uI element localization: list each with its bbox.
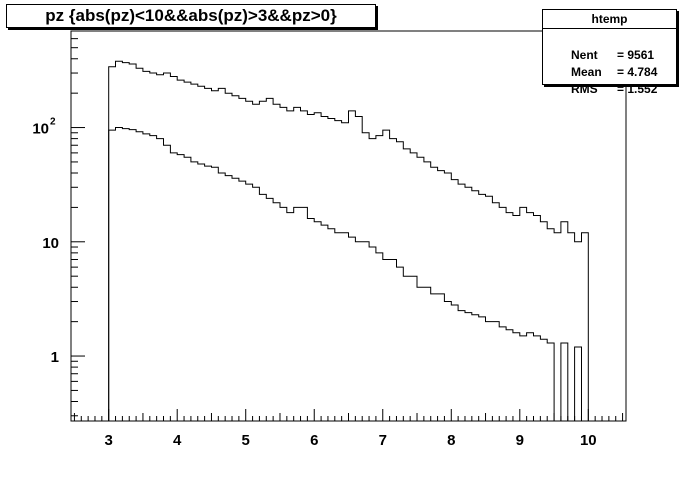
plot-title: pz {abs(pz)<10&&abs(pz)>3&&pz>0} [45, 6, 337, 25]
histogram-series-1 [108, 60, 589, 421]
x-tick-label: 8 [447, 432, 455, 449]
stat-row-rms: RMS = 1.552 [571, 82, 658, 96]
y-tick-label-exponent: 2 [50, 117, 56, 128]
stats-box: htemp Nent = 9561 Mean = 4.784 RMS = 1.552 [542, 9, 677, 96]
x-tick-label: 5 [242, 432, 250, 449]
x-tick-label: 4 [173, 432, 182, 449]
x-tick-label: 10 [580, 432, 597, 449]
y-tick-label: 10 [42, 235, 59, 252]
stat-label-nent: Nent [571, 48, 598, 62]
plot-frame [70, 30, 627, 422]
x-tick-label: 7 [379, 432, 387, 449]
histogram-series-2 [108, 127, 589, 422]
x-tick-label: 3 [105, 432, 113, 449]
stat-label-rms: RMS [571, 82, 598, 96]
x-tick-label: 6 [310, 432, 318, 449]
y-tick-label: 10 [32, 121, 49, 138]
x-tick-label: 9 [516, 432, 524, 449]
stat-value-nent: 9561 [627, 48, 655, 62]
series-layer [108, 60, 589, 422]
stat-label-mean: Mean [571, 65, 602, 79]
stat-value-rms: 1.552 [627, 82, 658, 96]
plot-title-box: pz {abs(pz)<10&&abs(pz)>3&&pz>0} [6, 4, 376, 28]
stats-name: htemp [543, 10, 676, 29]
stat-row-mean: Mean = 4.784 [571, 65, 658, 79]
stat-value-mean: 4.784 [627, 65, 658, 79]
y-tick-label: 1 [51, 349, 59, 366]
stat-row-nent: Nent = 9561 [571, 48, 655, 62]
